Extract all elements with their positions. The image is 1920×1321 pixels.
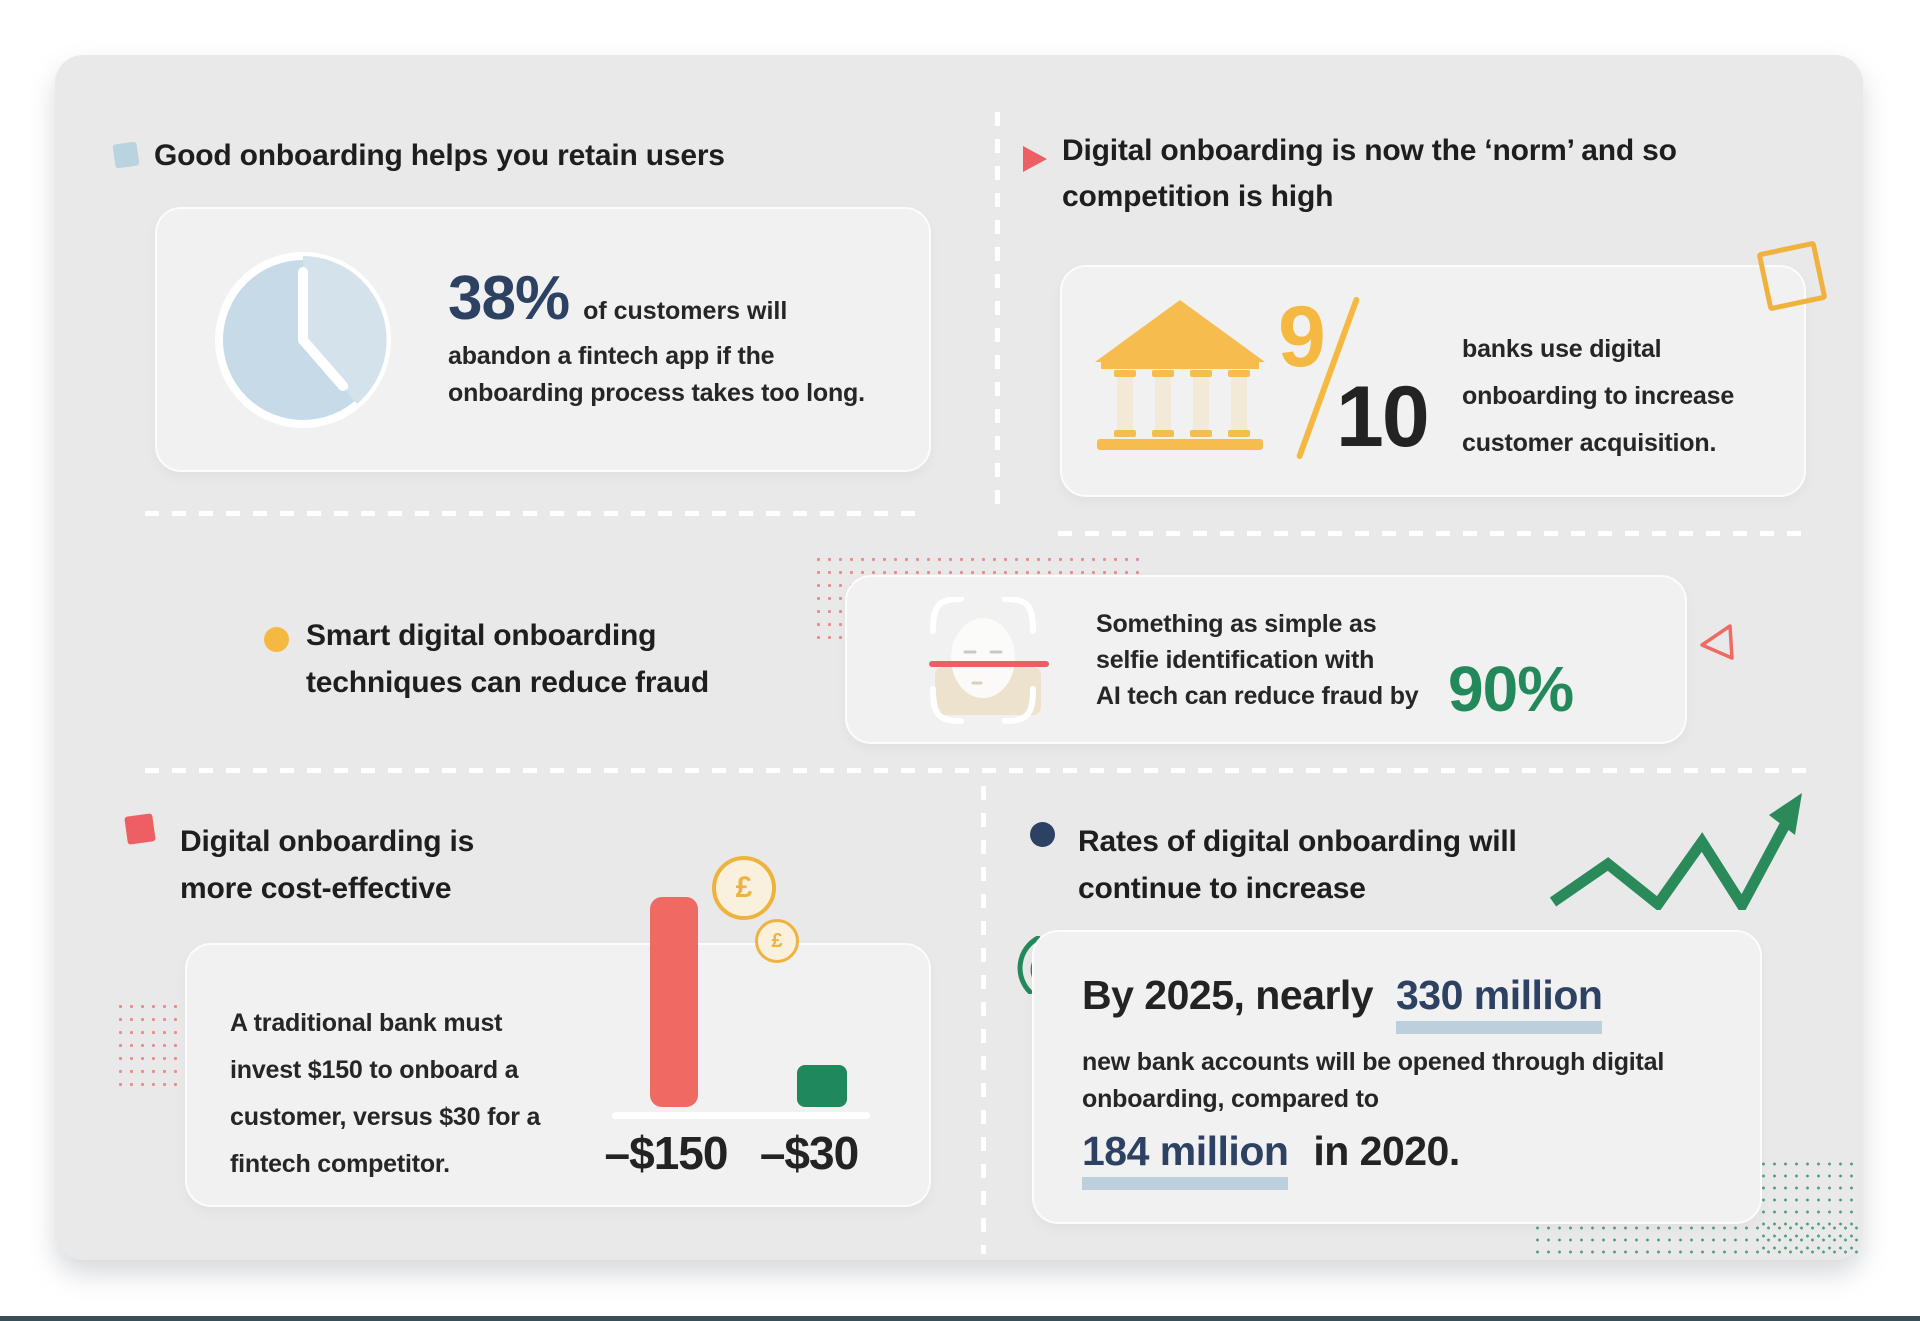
- cost-text-line3: customer, versus $30 for a: [230, 1103, 541, 1131]
- pound-symbol: £: [735, 871, 753, 904]
- stat-184-million: 184 million: [1082, 1128, 1289, 1190]
- selfie-text-line2: selfie identification with: [1096, 646, 1375, 674]
- face-scan-icon: [929, 597, 1049, 724]
- rates-title-line2: continue to increase: [1078, 872, 1366, 905]
- divider-horizontal-left: [145, 511, 920, 516]
- chart-baseline: [612, 1112, 870, 1119]
- cost-title-line1: Digital onboarding is: [180, 825, 475, 858]
- bank-icon: [1095, 300, 1265, 450]
- forecast-body-line2: onboarding, compared to: [1082, 1085, 1379, 1113]
- green-dots-pattern-wide: [1532, 1222, 1860, 1260]
- cost-text-line4: fintech competitor.: [230, 1150, 450, 1178]
- pound-symbol-small: £: [771, 929, 783, 952]
- divider-horizontal-right: [1058, 531, 1808, 536]
- fraction-numerator: 9: [1278, 289, 1326, 385]
- forecast-comparison: 184 million in 2020.: [1082, 1128, 1460, 1190]
- section-title-retain-users: Good onboarding helps you retain users: [154, 139, 725, 172]
- selfie-text-line3: AI tech can reduce fraud by: [1096, 682, 1419, 710]
- bar-label-30: –$30: [759, 1127, 859, 1179]
- card-cost-comparison: [185, 943, 931, 1207]
- stat-38-text-line3: onboarding process takes too long.: [448, 379, 865, 407]
- red-triangle-outline-icon: [1700, 624, 1734, 660]
- yellow-circle-bullet-icon: [264, 627, 289, 652]
- pound-coin-icon-large: £: [712, 856, 776, 920]
- navy-circle-bullet-icon: [1030, 822, 1055, 847]
- banks-text-line1: banks use digital: [1462, 335, 1662, 363]
- selfie-text-line1: Something as simple as: [1096, 610, 1377, 638]
- cost-text: A traditional bank must invest $150 to o…: [230, 1000, 540, 1188]
- cost-text-line1: A traditional bank must: [230, 1009, 503, 1037]
- cost-title-line2: more cost-effective: [180, 872, 452, 905]
- section-title-cost-effective: Digital onboarding is more cost-effectiv…: [180, 818, 474, 912]
- fraud-title-line1: Smart digital onboarding: [306, 619, 657, 652]
- stat-330-million: 330 million: [1396, 972, 1603, 1034]
- yellow-square-outline-icon: [1756, 240, 1828, 312]
- forecast-headline-prefix: By 2025, nearly: [1082, 972, 1374, 1018]
- card-banks-9-10: [1060, 265, 1806, 497]
- competition-title-line1: Digital onboarding is now the ‘norm’ and…: [1062, 134, 1677, 167]
- forecast-body-line1: new bank accounts will be opened through…: [1082, 1048, 1665, 1076]
- forecast-body: new bank accounts will be opened through…: [1082, 1044, 1664, 1118]
- red-triangle-bullet-icon: [1023, 146, 1047, 172]
- stat-38-text-line2: abandon a fintech app if the: [448, 342, 775, 370]
- bar-label-150: –$150: [604, 1127, 729, 1179]
- section-title-rates-increase: Rates of digital onboarding will continu…: [1078, 818, 1517, 912]
- divider-horizontal-full: [145, 768, 1808, 773]
- section-title-reduce-fraud: Smart digital onboarding techniques can …: [306, 612, 709, 706]
- divider-vertical-bottom: [981, 786, 986, 1254]
- red-dots-pattern-bottom-left: [115, 1000, 181, 1092]
- forecast-headline: By 2025, nearly 330 million: [1082, 972, 1603, 1034]
- fraud-title-line2: techniques can reduce fraud: [306, 666, 710, 699]
- selfie-text: Something as simple as selfie identifica…: [1096, 606, 1419, 714]
- competition-title-line2: competition is high: [1062, 180, 1334, 213]
- rates-title-line1: Rates of digital onboarding will: [1078, 825, 1517, 858]
- growth-arrow-icon: [1549, 793, 1802, 910]
- stat-38-percent: 38%: [448, 264, 570, 333]
- stat-90-percent: 90%: [1448, 653, 1574, 725]
- red-square-bullet-icon: [124, 813, 156, 845]
- banks-text-line3: customer acquisition.: [1462, 429, 1717, 457]
- banks-text: banks use digital onboarding to increase…: [1462, 326, 1734, 467]
- bottom-edge-strip: [0, 1316, 1920, 1321]
- divider-vertical-top: [995, 112, 1000, 514]
- stat-38-text-line1: of customers will: [583, 297, 788, 325]
- stat-38-text-rest: abandon a fintech app if the onboarding …: [448, 338, 865, 412]
- section-title-competition: Digital onboarding is now the ‘norm’ and…: [1062, 128, 1677, 220]
- forecast-comparison-suffix: in 2020.: [1313, 1128, 1460, 1174]
- pound-coin-icon-small: £: [755, 919, 799, 963]
- banks-text-line2: onboarding to increase: [1462, 382, 1735, 410]
- fraction-denominator: 10: [1336, 369, 1430, 465]
- bar-traditional-bank: [650, 897, 698, 1107]
- lightblue-square-bullet-icon: [112, 141, 140, 169]
- bar-fintech: [797, 1065, 847, 1107]
- stat-38-row: 38% of customers will: [448, 263, 787, 334]
- cost-text-line2: invest $150 to onboard a: [230, 1056, 519, 1084]
- clock-icon: [215, 252, 391, 428]
